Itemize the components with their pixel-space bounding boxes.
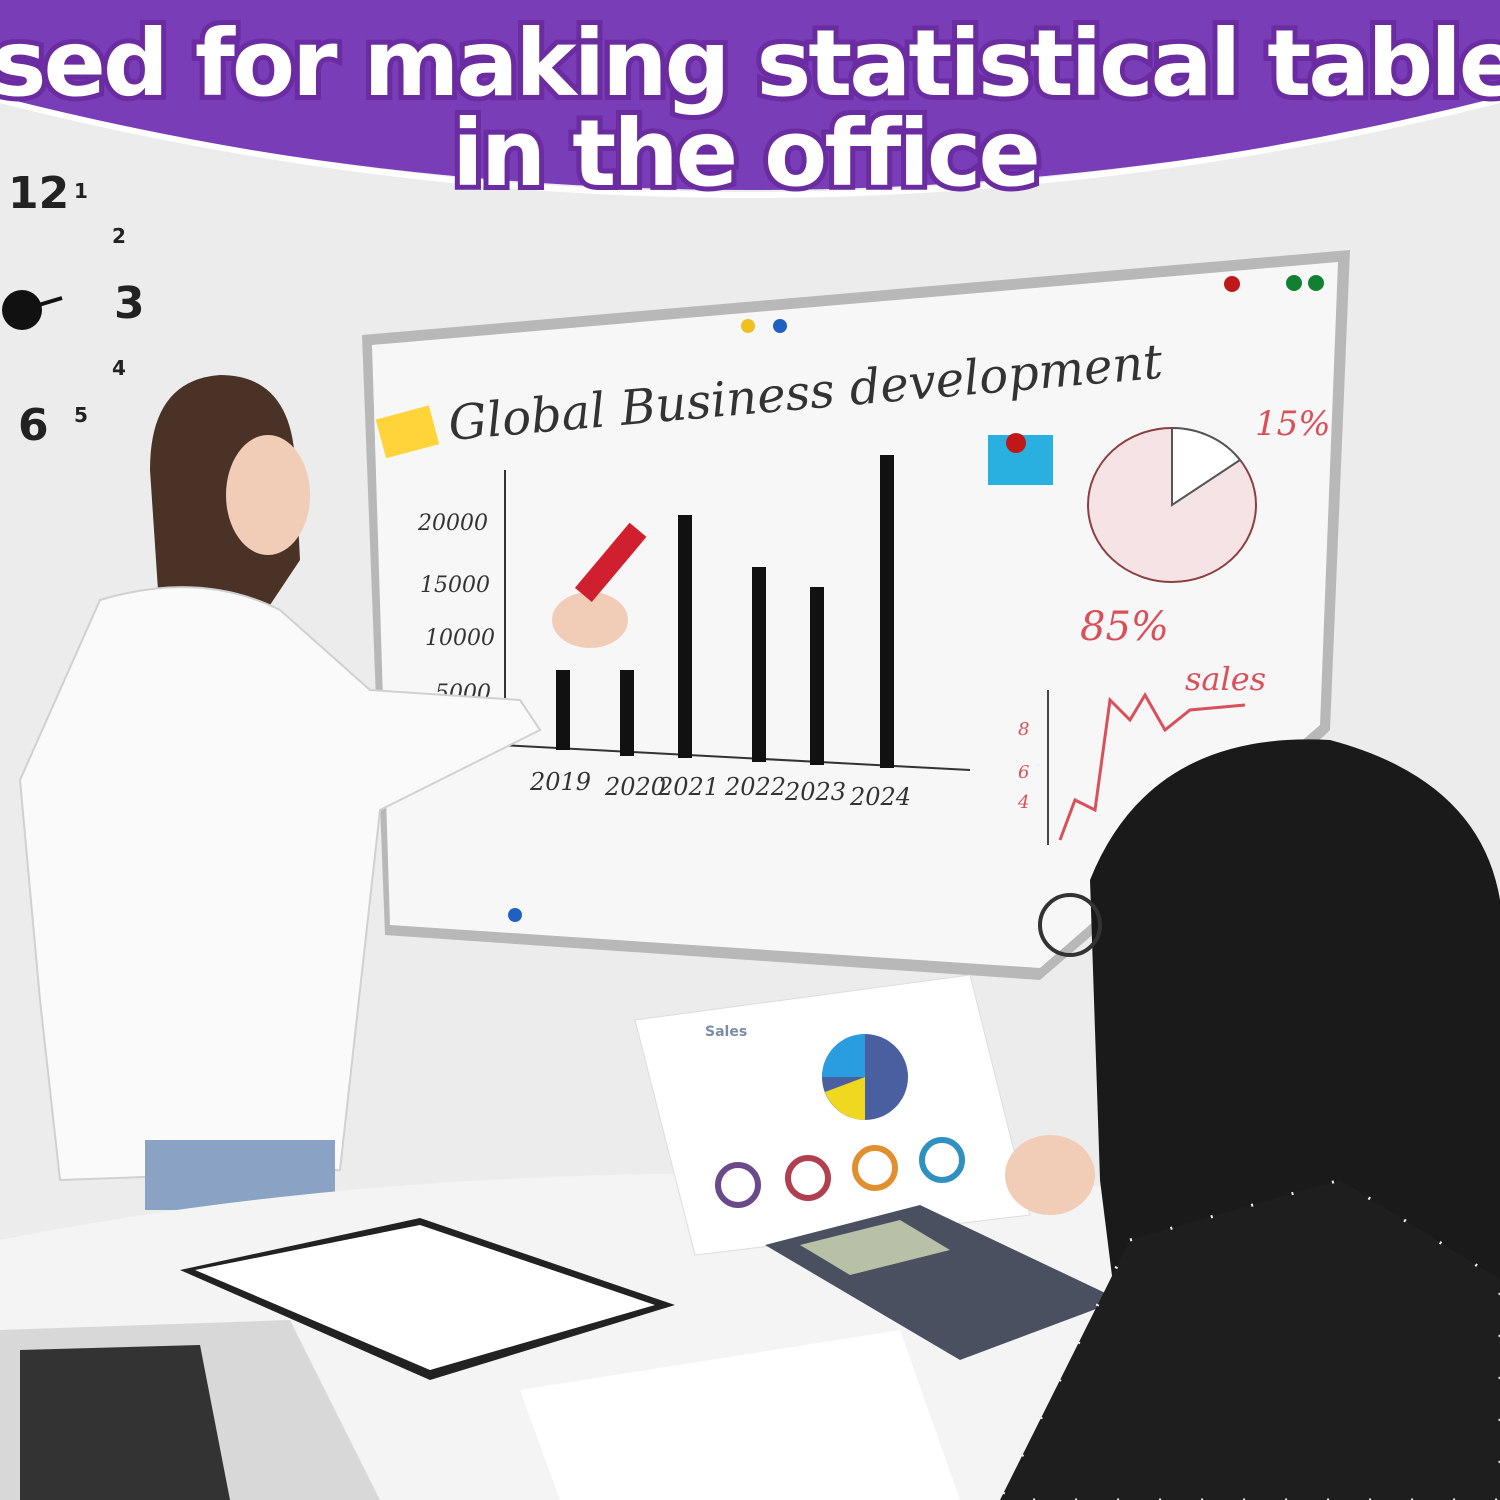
document <box>634 974 1031 1256</box>
board-bar <box>810 587 824 765</box>
hand <box>1005 1135 1095 1215</box>
board-pie-label: 85% <box>1080 604 1169 650</box>
board-x-label: 2020 <box>604 773 666 801</box>
sticky-note <box>375 405 440 459</box>
magnet <box>1224 276 1240 292</box>
clock-number: 6 <box>18 400 49 451</box>
board-bar <box>880 455 894 768</box>
board-sales-y-label: 6 <box>1018 762 1029 783</box>
paper <box>520 1330 960 1500</box>
board-pie-slice <box>1171 426 1242 507</box>
magnet <box>1006 433 1026 453</box>
headline-line: in the office <box>452 100 1038 207</box>
magnet <box>773 319 787 333</box>
board-x-label: 2023 <box>784 778 846 806</box>
document-pie-slice <box>822 1034 865 1077</box>
board-pie-label: 15% <box>1255 404 1331 444</box>
board-sales-label: sales <box>1185 660 1266 698</box>
banner-edge <box>0 97 1500 198</box>
board-x-label: 2022 <box>724 773 786 801</box>
banner <box>0 0 1500 190</box>
magnet <box>1308 275 1324 291</box>
board-bar <box>620 670 634 756</box>
board-x-label: 2024 <box>849 783 911 811</box>
magnet <box>1286 275 1302 291</box>
document-ring <box>715 1162 761 1208</box>
document-ring <box>919 1137 965 1183</box>
document-title: Sales <box>705 1024 747 1040</box>
face <box>226 435 310 555</box>
board-x-label: 2019 <box>529 768 591 796</box>
blouse <box>1000 1180 1500 1500</box>
clock-hand <box>21 296 63 312</box>
document-pie-slice <box>825 1077 865 1120</box>
marker <box>574 522 647 603</box>
headline-line: Used for making statistical tables <box>0 10 1500 117</box>
board-y-label: 10000 <box>425 626 495 651</box>
board-bar <box>556 670 570 750</box>
hand <box>552 592 628 648</box>
board-x-label: 2021 <box>657 773 719 801</box>
board-y-label: 15000 <box>420 573 490 598</box>
clock-number: 12 <box>8 168 69 219</box>
clock-number: 4 <box>112 356 126 380</box>
calculator-screen <box>800 1220 950 1275</box>
board-bar <box>752 567 766 762</box>
board-y-label: 20000 <box>417 511 488 536</box>
board-sales-y-label: 4 <box>1017 792 1029 813</box>
magnet <box>508 908 522 922</box>
clipboard-paper <box>195 1225 655 1370</box>
document-ring <box>852 1145 898 1191</box>
keyboard <box>20 1345 230 1500</box>
clock-number: 5 <box>74 403 88 427</box>
board-sales-line <box>1058 692 1246 841</box>
board-bar <box>678 515 692 758</box>
magnet <box>741 319 755 333</box>
board-sales-y-label: 8 <box>1018 719 1029 740</box>
document-ring <box>785 1155 831 1201</box>
clock-number: 3 <box>114 278 145 329</box>
clock-number: 1 <box>74 179 88 203</box>
glasses <box>1038 893 1102 957</box>
shirt <box>18 586 542 1182</box>
clock-number: 2 <box>112 224 126 248</box>
